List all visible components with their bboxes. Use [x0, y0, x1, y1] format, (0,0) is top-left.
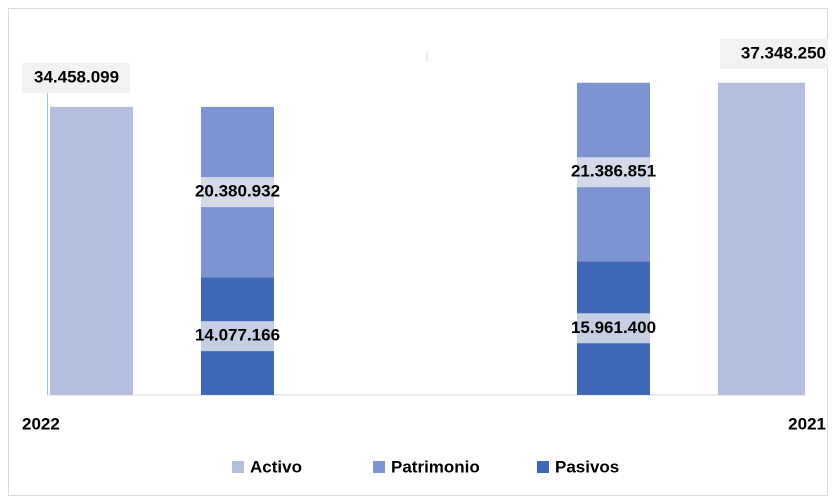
x-tick-label: 2021 — [788, 414, 826, 433]
label-background — [577, 157, 650, 188]
data-label: 14.077.166 — [195, 326, 280, 345]
legend-label: Patrimonio — [391, 457, 480, 476]
label-background — [720, 38, 828, 69]
label-background — [577, 313, 650, 344]
data-label: 34.458.099 — [34, 67, 119, 86]
bar — [50, 106, 133, 395]
label-background — [201, 177, 274, 208]
legend-label: Pasivos — [555, 457, 619, 476]
legend-swatch — [373, 461, 385, 473]
data-label: 37.348.250 — [741, 43, 826, 62]
data-label: 21.386.851 — [571, 162, 656, 181]
legend-swatch — [232, 461, 244, 473]
chart-border — [8, 8, 828, 496]
label-background — [201, 321, 274, 352]
data-label: 15.961.400 — [571, 318, 656, 337]
bar — [718, 82, 805, 396]
data-label: 20.380.932 — [195, 182, 280, 201]
x-tick-label: 2022 — [22, 414, 60, 433]
legend-swatch — [537, 461, 549, 473]
label-background — [22, 62, 130, 93]
legend-label: Activo — [250, 457, 302, 476]
